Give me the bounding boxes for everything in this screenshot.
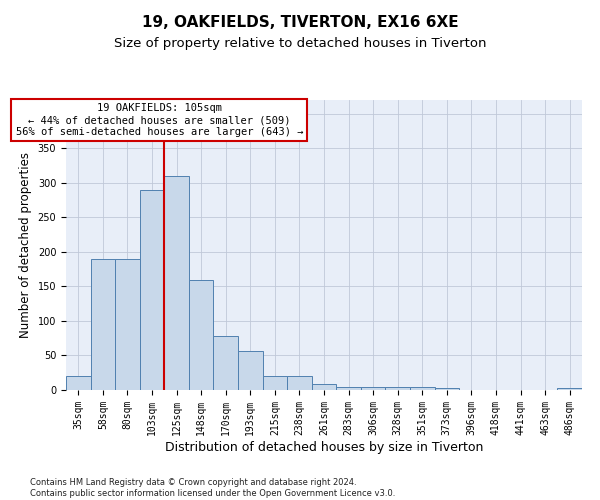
Bar bbox=[361, 386, 385, 390]
Bar bbox=[140, 190, 164, 390]
Bar bbox=[214, 336, 238, 390]
Bar bbox=[115, 259, 140, 390]
Bar bbox=[287, 376, 312, 390]
Bar bbox=[410, 386, 434, 390]
Bar bbox=[385, 386, 410, 390]
Bar bbox=[66, 376, 91, 390]
Bar bbox=[91, 259, 115, 390]
Bar bbox=[434, 388, 459, 390]
Text: Contains HM Land Registry data © Crown copyright and database right 2024.
Contai: Contains HM Land Registry data © Crown c… bbox=[30, 478, 395, 498]
Bar bbox=[557, 388, 582, 390]
Text: 19, OAKFIELDS, TIVERTON, EX16 6XE: 19, OAKFIELDS, TIVERTON, EX16 6XE bbox=[142, 15, 458, 30]
X-axis label: Distribution of detached houses by size in Tiverton: Distribution of detached houses by size … bbox=[165, 440, 483, 454]
Text: Size of property relative to detached houses in Tiverton: Size of property relative to detached ho… bbox=[114, 38, 486, 51]
Bar bbox=[336, 386, 361, 390]
Bar bbox=[189, 280, 214, 390]
Bar bbox=[164, 176, 189, 390]
Bar bbox=[238, 350, 263, 390]
Bar bbox=[263, 376, 287, 390]
Y-axis label: Number of detached properties: Number of detached properties bbox=[19, 152, 32, 338]
Text: 19 OAKFIELDS: 105sqm
← 44% of detached houses are smaller (509)
56% of semi-deta: 19 OAKFIELDS: 105sqm ← 44% of detached h… bbox=[16, 104, 303, 136]
Bar bbox=[312, 384, 336, 390]
